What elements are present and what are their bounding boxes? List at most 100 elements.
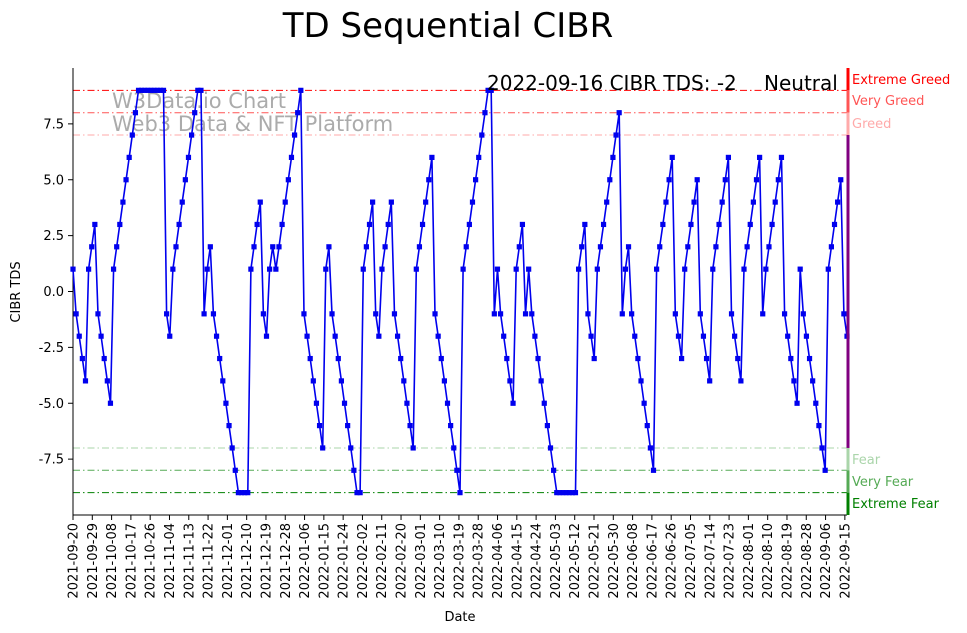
data-point bbox=[404, 400, 410, 406]
y-tick-label: 7.5 bbox=[43, 117, 64, 132]
data-point bbox=[242, 490, 248, 496]
data-point bbox=[398, 355, 404, 362]
x-tick-label: 2022-02-20 bbox=[395, 523, 410, 599]
data-point bbox=[682, 266, 688, 272]
data-point bbox=[142, 87, 148, 93]
data-point bbox=[135, 87, 142, 93]
data-point bbox=[466, 221, 472, 228]
x-tick-label: 2021-10-08 bbox=[105, 523, 120, 599]
x-tick-label: 2022-04-06 bbox=[491, 523, 506, 599]
data-point bbox=[89, 244, 95, 250]
data-point bbox=[600, 221, 607, 228]
data-point bbox=[279, 221, 285, 228]
data-point bbox=[678, 355, 685, 362]
y-axis-label: CIBR TDS bbox=[9, 261, 24, 322]
x-tick-label: 2021-10-17 bbox=[124, 523, 139, 599]
data-point bbox=[82, 378, 89, 384]
data-point bbox=[213, 333, 220, 339]
data-point bbox=[766, 244, 772, 250]
data-point bbox=[260, 311, 266, 317]
y-tick-label: -7.5 bbox=[39, 453, 64, 468]
data-point bbox=[610, 154, 616, 160]
data-point bbox=[76, 333, 82, 339]
data-point bbox=[526, 266, 532, 272]
data-point bbox=[123, 177, 129, 183]
data-point bbox=[232, 467, 238, 473]
data-point bbox=[307, 355, 313, 362]
data-point bbox=[694, 177, 700, 183]
data-point bbox=[775, 177, 781, 183]
x-tick-label: 2022-06-08 bbox=[626, 523, 641, 599]
zone-label: Extreme Fear bbox=[852, 497, 940, 512]
data-point bbox=[675, 333, 682, 339]
y-tick-label: -2.5 bbox=[39, 341, 64, 356]
data-point bbox=[101, 355, 107, 362]
data-point bbox=[245, 490, 251, 496]
x-tick-label: 2022-02-02 bbox=[356, 523, 371, 599]
data-point bbox=[204, 266, 210, 272]
x-tick-label: 2022-06-17 bbox=[645, 523, 660, 599]
data-point bbox=[619, 311, 625, 317]
data-point bbox=[195, 87, 201, 93]
data-point bbox=[185, 154, 192, 160]
data-point bbox=[763, 266, 769, 272]
data-point bbox=[841, 311, 847, 317]
data-point bbox=[541, 400, 547, 406]
data-point bbox=[238, 490, 245, 496]
data-point bbox=[291, 132, 298, 138]
data-point bbox=[785, 333, 791, 339]
data-point bbox=[813, 400, 819, 406]
data-point bbox=[273, 266, 279, 272]
data-point bbox=[164, 311, 170, 317]
zone-label: Greed bbox=[852, 117, 891, 132]
data-point bbox=[223, 400, 229, 406]
data-point bbox=[86, 266, 92, 272]
data-point bbox=[407, 423, 413, 429]
data-point bbox=[504, 355, 510, 362]
data-point bbox=[697, 311, 703, 317]
data-point bbox=[822, 467, 828, 473]
x-tick-label: 2021-09-29 bbox=[86, 523, 101, 599]
data-point bbox=[622, 266, 629, 272]
data-point bbox=[516, 244, 522, 250]
watermark-line-2: Web3 Data & NFT Platform bbox=[112, 112, 393, 136]
data-point bbox=[831, 221, 838, 228]
x-tick-label: 2022-03-10 bbox=[433, 523, 448, 599]
data-point bbox=[828, 244, 834, 250]
data-point bbox=[354, 490, 360, 496]
data-point bbox=[435, 333, 441, 339]
data-point bbox=[79, 355, 85, 362]
data-point bbox=[263, 333, 270, 339]
data-point bbox=[794, 400, 800, 406]
data-point bbox=[110, 266, 117, 272]
data-point bbox=[454, 467, 460, 473]
data-point bbox=[663, 199, 669, 205]
data-point bbox=[207, 244, 213, 250]
data-point bbox=[476, 154, 482, 160]
x-tick-label: 2022-07-23 bbox=[723, 523, 738, 599]
data-point bbox=[469, 199, 476, 205]
data-point bbox=[753, 177, 760, 183]
x-tick-label: 2022-07-14 bbox=[703, 523, 718, 599]
data-point bbox=[669, 154, 675, 160]
y-tick-label: -5.0 bbox=[39, 397, 64, 412]
data-point bbox=[201, 311, 207, 317]
data-point bbox=[304, 333, 310, 339]
data-point bbox=[825, 266, 831, 272]
data-point bbox=[217, 355, 223, 362]
data-point bbox=[803, 333, 810, 339]
data-point bbox=[725, 154, 732, 160]
data-point bbox=[198, 87, 204, 93]
x-tick-label: 2022-06-26 bbox=[665, 523, 680, 599]
data-point bbox=[460, 266, 466, 272]
data-point bbox=[707, 378, 713, 384]
x-tick-label: 2022-01-24 bbox=[337, 523, 352, 599]
data-point bbox=[810, 378, 816, 384]
data-point bbox=[660, 221, 666, 228]
data-point bbox=[301, 311, 307, 317]
data-point bbox=[316, 423, 323, 429]
data-point bbox=[501, 333, 507, 339]
data-point bbox=[575, 266, 582, 272]
x-tick-label: 2022-03-28 bbox=[472, 523, 487, 599]
data-point bbox=[835, 199, 841, 205]
